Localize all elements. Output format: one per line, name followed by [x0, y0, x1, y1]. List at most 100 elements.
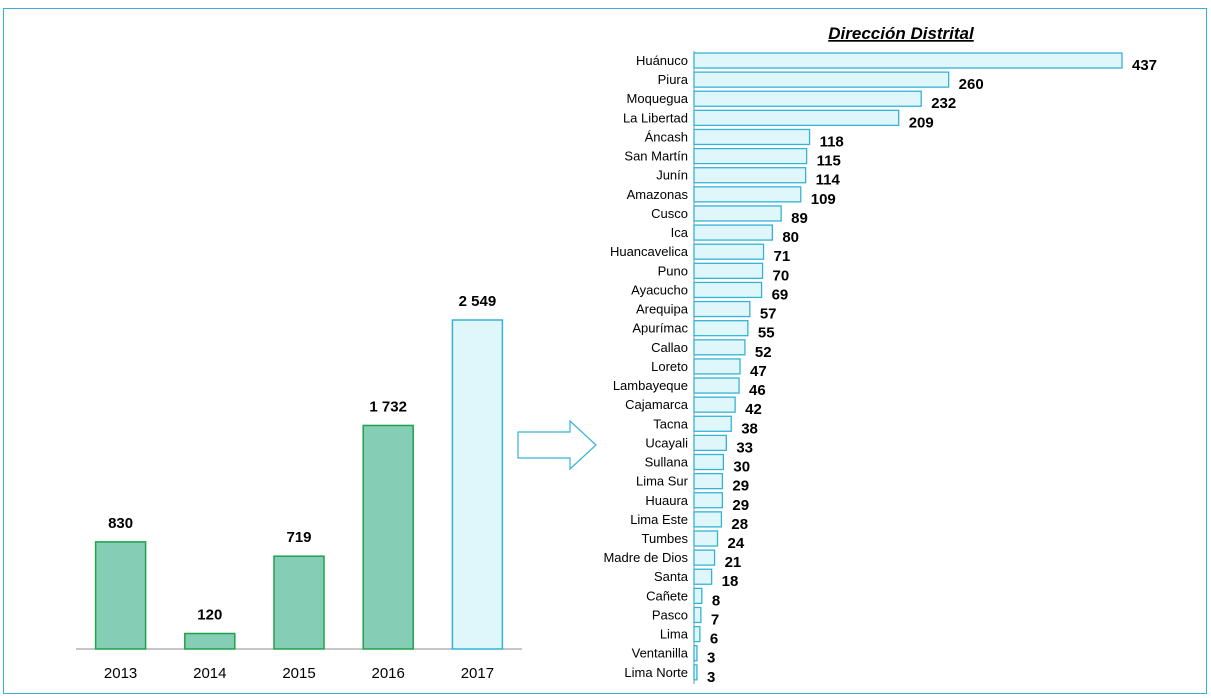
bar-sullana [693, 453, 725, 471]
data-label: 28 [731, 516, 748, 533]
y-tick-label: Cañete [646, 588, 688, 603]
data-label: 29 [732, 478, 749, 495]
bar-ventanilla [693, 645, 698, 662]
bar-lima-este [693, 511, 723, 528]
bar-tacna [693, 415, 732, 432]
bar-ica [693, 224, 774, 241]
arrow-shape [517, 419, 597, 471]
data-label: 29 [732, 497, 749, 514]
data-label-2015: 719 [286, 529, 311, 546]
y-tick-label: Amazonas [627, 187, 689, 202]
y-tick-label: Ica [671, 225, 689, 240]
bar-cusco [693, 205, 782, 222]
y-tick-label: Lima Sur [636, 474, 689, 489]
district-chart-title: Dirección Distrital [828, 24, 975, 43]
y-tick-label: Ucayali [645, 435, 688, 450]
data-label: 71 [774, 248, 791, 265]
bar-puno [693, 262, 764, 279]
bar-huancavelica [693, 243, 765, 260]
bar-lambayeque [693, 377, 740, 394]
data-label: 69 [772, 286, 789, 303]
y-tick-label: Áncash [645, 129, 688, 144]
y-tick-label: Lambayeque [613, 378, 688, 393]
y-tick-label: Tacna [653, 416, 688, 431]
y-tick-label: Lima Norte [624, 665, 688, 680]
y-tick-label: Santa [654, 569, 689, 584]
data-label: 109 [811, 191, 836, 208]
y-tick-label: Cajamarca [625, 397, 689, 412]
data-label: 52 [755, 344, 772, 361]
data-label: 3 [707, 669, 715, 686]
y-tick-label: Puno [658, 263, 688, 278]
data-label: 46 [749, 382, 766, 399]
x-tick-label-2014: 2014 [193, 665, 226, 682]
bar-cajamarca [693, 396, 736, 413]
bar-santa [693, 568, 713, 585]
x-tick-label-2017: 2017 [461, 665, 494, 682]
bar-huánuco [693, 52, 1123, 69]
bar-ayacucho [693, 281, 763, 299]
bar-áncash [693, 128, 811, 146]
x-tick-label-2016: 2016 [372, 665, 405, 682]
y-tick-label: Lima Este [630, 512, 688, 527]
data-label: 8 [712, 592, 720, 609]
chart-frame [3, 8, 1207, 694]
y-tick-label: Huánuco [636, 53, 688, 68]
data-label: 70 [773, 267, 790, 284]
data-label: 89 [791, 210, 808, 227]
data-label: 260 [959, 76, 984, 93]
y-tick-label: Ventanilla [632, 646, 689, 661]
bar-madre-de-dios [693, 549, 716, 566]
data-label: 118 [820, 133, 844, 150]
y-tick-label: Callao [651, 340, 688, 355]
bar-2015 [273, 555, 325, 650]
bar-junín [693, 167, 807, 184]
data-label: 33 [736, 439, 753, 456]
data-label: 3 [707, 650, 715, 667]
y-tick-label: Huancavelica [610, 244, 689, 259]
y-tick-label: Apurímac [632, 321, 688, 336]
district-bar-chart: Dirección Distrital Huánuco 437 Piura 260 Moq… [603, 24, 1157, 686]
data-label: 38 [741, 420, 758, 437]
bar-lima-norte [693, 664, 698, 681]
bar-2016 [362, 424, 414, 650]
data-label: 21 [725, 554, 742, 571]
data-label: 57 [760, 306, 777, 323]
y-tick-label: Ayacucho [631, 282, 688, 297]
bar-cañete [693, 587, 703, 605]
bar-2017 [451, 319, 504, 650]
bar-apurímac [693, 320, 749, 337]
yearly-bar-chart: 830 2013 120 2014 719 2015 1 732 2016 2 549 2017 [76, 293, 522, 682]
bar-moquegua [693, 90, 922, 107]
y-tick-label: La Libertad [623, 110, 688, 125]
y-tick-label: Junín [656, 168, 688, 183]
y-tick-label: Piura [658, 72, 689, 87]
bar-huaura [693, 492, 724, 509]
data-label-2016: 1 732 [369, 398, 407, 415]
y-tick-label: Moquegua [627, 91, 689, 106]
data-label: 437 [1132, 57, 1157, 74]
y-tick-label: Loreto [651, 359, 688, 374]
data-label: 6 [710, 631, 718, 648]
y-tick-label: Madre de Dios [603, 550, 688, 565]
data-label: 30 [733, 459, 750, 476]
data-label: 80 [782, 229, 799, 246]
bar-arequipa [693, 300, 751, 318]
bar-pasco [693, 606, 702, 624]
y-tick-label: Huaura [645, 493, 688, 508]
bar-piura [693, 71, 950, 88]
bar-2014 [184, 632, 236, 650]
y-tick-label: Cusco [651, 206, 688, 221]
data-label: 55 [758, 325, 775, 342]
data-label-2014: 120 [197, 607, 222, 624]
data-label: 232 [931, 95, 956, 112]
bar-tumbes [693, 530, 719, 547]
bar-2013 [94, 541, 147, 650]
data-label: 18 [722, 573, 739, 590]
data-label: 209 [909, 114, 934, 131]
data-label-2013: 830 [108, 515, 133, 532]
x-tick-label-2013: 2013 [104, 665, 137, 682]
bar-callao [693, 339, 746, 356]
bar-lima-sur [693, 472, 724, 490]
